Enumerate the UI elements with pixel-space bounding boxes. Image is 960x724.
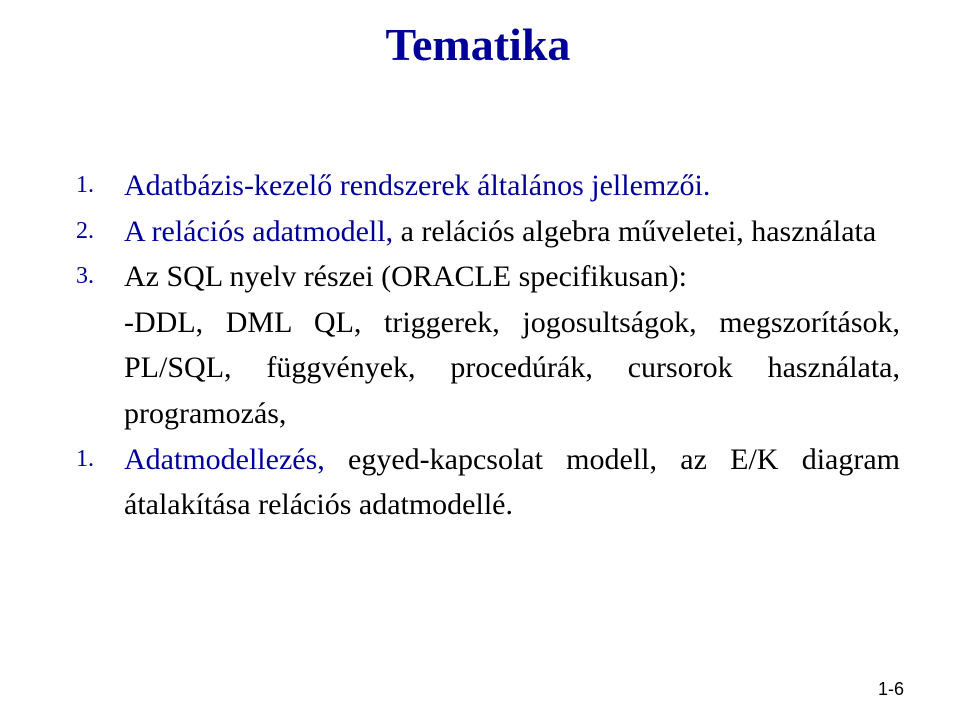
item-comma: , (386, 215, 394, 248)
item-number: 3. (76, 254, 116, 294)
item-sub: -DDL, DML QL, triggerek, jogosultságok, … (124, 300, 900, 437)
item-comma: , (317, 443, 325, 476)
topic-list: 1. Adatbázis-kezelő rendszerek általános… (76, 163, 900, 528)
list-item: 1. Adatbázis-kezelő rendszerek általános… (76, 163, 900, 209)
list-item: 2. A relációs adatmodell, a relációs alg… (76, 209, 900, 255)
page-number: 1-6 (878, 679, 904, 700)
item-heading: Adatmodellezés (124, 443, 317, 476)
item-heading: Adatbázis-kezelő rendszerek általános je… (124, 169, 710, 202)
item-number: 1. (76, 163, 116, 203)
item-body: a relációs algebra műveletei, használata (393, 215, 876, 248)
list-item: 3. Az SQL nyelv részei (ORACLE specifiku… (76, 254, 900, 436)
page-title: Tematika (76, 18, 900, 71)
item-heading: A relációs adatmodell (124, 215, 386, 248)
item-body: Az SQL nyelv részei (ORACLE specifikusan… (124, 260, 687, 293)
item-number: 1. (76, 437, 116, 477)
list-item: 1. Adatmodellezés, egyed-kapcsolat model… (76, 437, 900, 528)
item-number: 2. (76, 209, 116, 249)
